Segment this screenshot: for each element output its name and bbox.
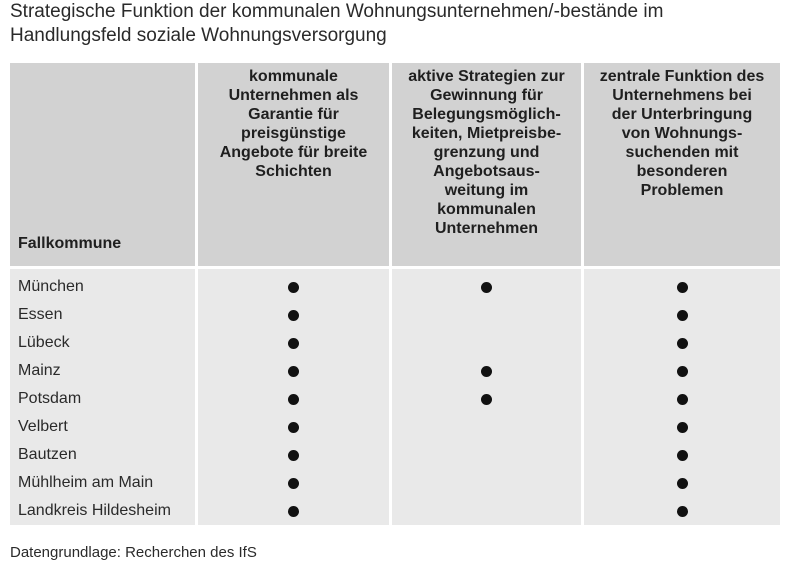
column-header-line: preisgünstige (241, 125, 346, 142)
column-header-line: Belegungsmöglich- (412, 106, 561, 123)
bullet-mark (676, 506, 688, 517)
bullet-mark (676, 422, 688, 433)
first-column-header: Fallkommune (18, 235, 122, 252)
title-line-1: Strategische Funktion der kommunalen Woh… (10, 1, 664, 22)
column-header-line: Unternehmen als (228, 87, 359, 104)
page-title: Strategische Funktion der kommunalen Woh… (10, 0, 790, 48)
header-cell-col-1: kommunale Unternehmen als Garantie für prei… (198, 63, 389, 266)
header-cell-fallkommune: Fallkommune (10, 63, 195, 266)
column-header-line: suchenden mit (625, 144, 739, 161)
body-column-names: München Essen Lübeck Mainz Potsdam Velbert Bau… (10, 269, 195, 525)
column-header-line: Schichten (255, 163, 332, 180)
column-header-2: aktive Strategien zur Gewinnung für Belegu… (394, 67, 579, 238)
column-header-line: der Unterbringung (611, 106, 753, 123)
title-line-2: Handlungsfeld soziale Wohnungsversorgung (10, 25, 387, 46)
column-header-line: Problemen (640, 182, 724, 199)
bullet-mark (288, 450, 299, 461)
bullet-mark (288, 366, 299, 377)
source-note: Datengrundlage: Recherchen des IfS (10, 544, 257, 561)
row-label: Essen (18, 306, 63, 323)
body-column-2 (392, 269, 581, 525)
bullet-mark (676, 282, 688, 293)
bullet-mark (288, 394, 299, 405)
column-header-line: zentrale Funktion des (599, 68, 765, 85)
header-cell-col-3: zentrale Funktion des Unternehmens bei der… (584, 63, 780, 266)
column-header-1: kommunale Unternehmen als Garantie für prei… (200, 67, 387, 181)
row-label: Bautzen (18, 446, 77, 463)
column-header-line: kommunalen (437, 201, 536, 218)
column-header-line: von Wohnungs- (621, 125, 743, 142)
bullet-mark (481, 282, 492, 293)
bullet-mark (676, 450, 688, 461)
row-label: Velbert (18, 418, 68, 435)
row-label: Landkreis Hildesheim (18, 502, 171, 519)
body-column-3 (584, 269, 780, 525)
row-label: Lübeck (18, 334, 70, 351)
row-label: Mainz (18, 362, 61, 379)
column-header-line: keiten, Mietpreisbe- (411, 125, 562, 142)
column-header-line: besonderen (636, 163, 728, 180)
column-header-line: grenzung und (433, 144, 540, 161)
column-header-line: Angebote für breite (219, 144, 368, 161)
bullet-mark (288, 422, 299, 433)
column-header-line: Unternehmens bei (612, 87, 752, 104)
column-header-line: aktive Strategien zur (408, 68, 565, 85)
bullet-mark (676, 338, 688, 349)
row-label: München (18, 278, 84, 295)
column-header-line: weitung im (444, 182, 529, 199)
column-header-line: kommunale (249, 68, 338, 85)
bullet-mark (288, 478, 299, 489)
strategy-table: Fallkommune kommunale Unternehmen als Gara… (10, 63, 780, 525)
column-header-line: Angebotsaus- (433, 163, 540, 180)
column-header-line: Gewinnung für (430, 87, 543, 104)
body-column-1 (198, 269, 389, 525)
bullet-mark (676, 478, 688, 489)
bullet-mark (676, 310, 688, 321)
column-header-line: Garantie für (248, 106, 339, 123)
row-label: Potsdam (18, 390, 82, 407)
bullet-mark (288, 506, 299, 517)
header-cell-col-2: aktive Strategien zur Gewinnung für Belegu… (392, 63, 581, 266)
bullet-mark (676, 394, 688, 405)
bullet-mark (288, 310, 299, 321)
column-header-line: Unternehmen (434, 220, 539, 237)
bullet-mark (481, 366, 492, 377)
bullet-mark (676, 366, 688, 377)
row-label: Mühlheim am Main (18, 474, 154, 491)
bullet-mark (481, 394, 492, 405)
bullet-mark (288, 338, 299, 349)
bullet-mark (288, 282, 299, 293)
column-header-3: zentrale Funktion des Unternehmens bei der… (586, 67, 778, 200)
